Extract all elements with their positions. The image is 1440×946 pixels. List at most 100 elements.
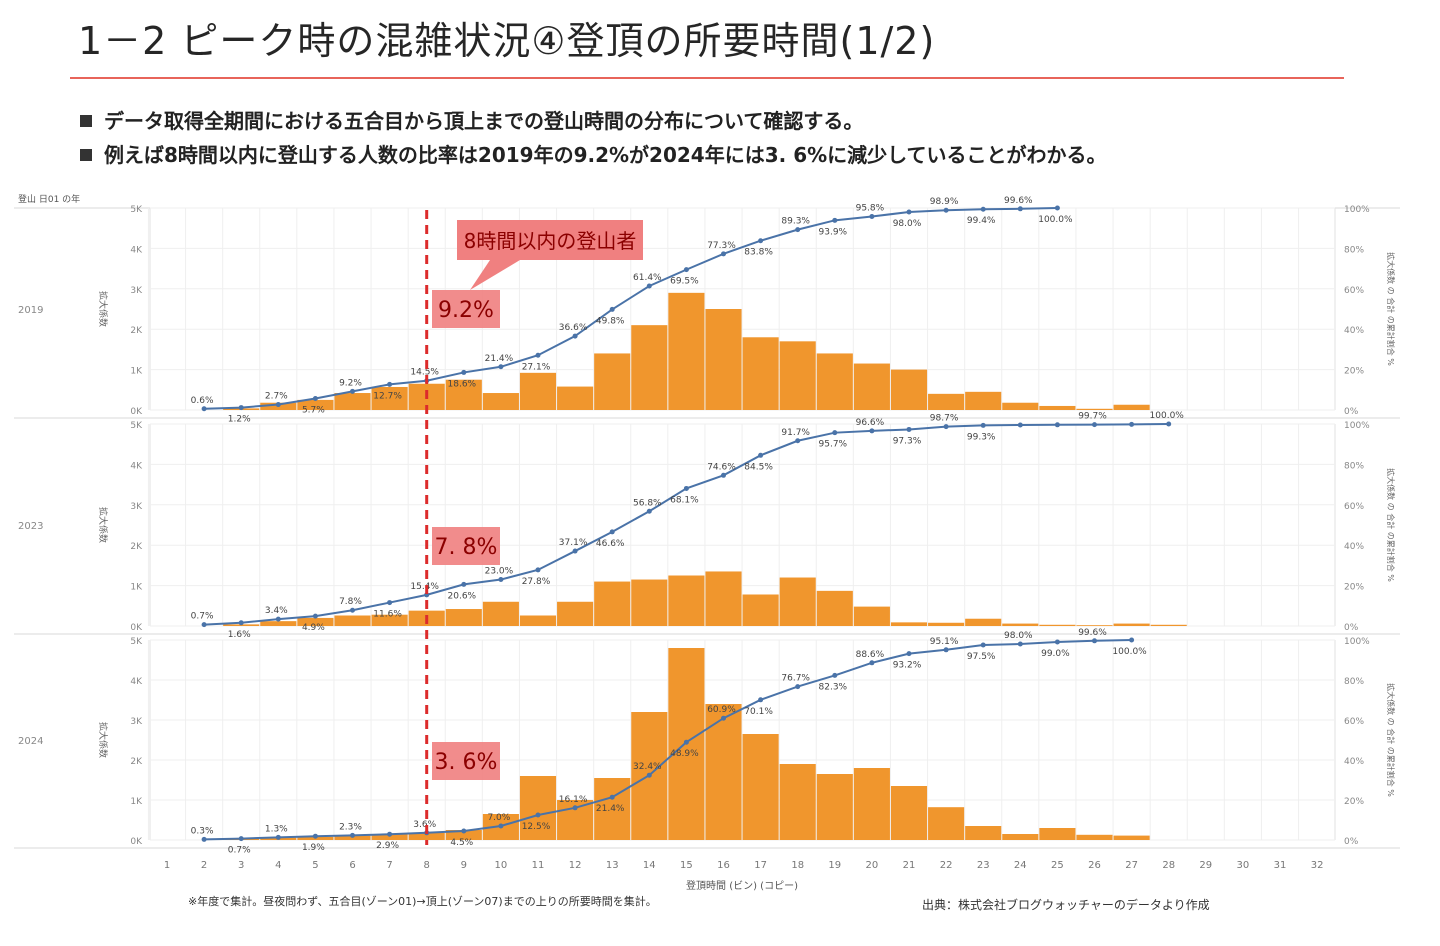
- histogram-bar: [557, 601, 594, 626]
- x-tick-label: 32: [1311, 860, 1324, 871]
- cumulative-point: [906, 651, 912, 657]
- cumulative-point-label: 95.1%: [930, 637, 959, 647]
- histogram-bar: [445, 609, 482, 626]
- cumulative-point: [461, 828, 467, 834]
- year-label: 2023: [18, 521, 43, 532]
- x-tick-label: 2: [201, 860, 207, 871]
- histogram-bar: [1002, 834, 1039, 840]
- histogram-bar: [260, 621, 297, 626]
- cumulative-point: [387, 381, 393, 387]
- right-tick-label: 20%: [1344, 583, 1364, 593]
- histogram-bar: [779, 341, 816, 410]
- right-tick-label: 80%: [1344, 677, 1364, 687]
- cumulative-point: [646, 508, 652, 514]
- cumulative-point-label: 97.3%: [893, 436, 922, 446]
- callout-pointer: [470, 260, 520, 290]
- cumulative-point: [758, 452, 764, 458]
- cumulative-point: [609, 306, 615, 312]
- cumulative-point: [572, 333, 578, 339]
- cumulative-point-label: 82.3%: [819, 682, 848, 692]
- x-tick-label: 20: [866, 860, 879, 871]
- cumulative-point: [609, 529, 615, 535]
- cumulative-point-label: 2.9%: [376, 841, 399, 851]
- cumulative-point: [795, 438, 801, 444]
- left-tick-label: 3K: [130, 717, 143, 727]
- left-tick-label: 0K: [130, 837, 143, 847]
- cumulative-point-label: 1.2%: [228, 415, 251, 425]
- cumulative-point-label: 4.5%: [450, 838, 473, 848]
- histogram-bar: [1039, 624, 1076, 626]
- cumulative-line: [204, 639, 1132, 841]
- cumulative-point: [312, 833, 318, 839]
- right-axis-title: 拡大係数 の 合計 の累計割合 %: [1386, 468, 1396, 582]
- cumulative-point: [1092, 422, 1097, 428]
- cumulative-point: [758, 238, 764, 244]
- histogram-bar: [482, 601, 519, 626]
- cumulative-point-label: 2.3%: [339, 822, 362, 832]
- cumulative-point-label: 12.5%: [522, 822, 551, 832]
- cumulative-point-label: 16.1%: [559, 795, 588, 805]
- cumulative-point-label: 88.6%: [856, 650, 885, 660]
- cumulative-point-label: 84.5%: [744, 462, 773, 472]
- page-title: 1－2 ピーク時の混雑状況④登頂の所要時間(1/2): [78, 19, 936, 63]
- histogram-bar: [1002, 623, 1039, 626]
- left-tick-label: 4K: [130, 677, 143, 687]
- cumulative-point: [535, 812, 541, 818]
- highlight-value: 9.2%: [438, 298, 494, 323]
- cumulative-point-label: 77.3%: [707, 241, 736, 251]
- x-axis-title: 登頂時間 (ビン) (コピー): [686, 879, 798, 892]
- right-tick-label: 0%: [1344, 623, 1359, 633]
- histogram-bar: [1113, 835, 1150, 840]
- x-tick-label: 5: [312, 860, 318, 871]
- histogram-bar: [705, 704, 742, 840]
- cumulative-point-label: 27.1%: [522, 362, 551, 372]
- x-tick-label: 30: [1237, 860, 1250, 871]
- histogram-bar: [816, 590, 853, 626]
- cumulative-point-label: 99.4%: [967, 216, 996, 226]
- cumulative-point-label: 9.2%: [339, 378, 362, 388]
- cumulative-point-label: 99.0%: [1041, 649, 1070, 659]
- histogram-bar: [1113, 404, 1150, 410]
- histogram-bar: [853, 768, 890, 840]
- left-tick-label: 2K: [130, 542, 143, 552]
- cumulative-point-label: 3.4%: [265, 606, 288, 616]
- cumulative-point-label: 1.9%: [302, 843, 325, 853]
- histogram-bar: [1113, 623, 1150, 626]
- cumulative-point-label: 99.3%: [967, 432, 996, 442]
- cumulative-point-label: 96.6%: [856, 418, 885, 428]
- cumulative-point-label: 23.0%: [485, 567, 514, 577]
- cumulative-point-label: 100.0%: [1112, 647, 1147, 657]
- cumulative-point: [869, 428, 875, 434]
- left-axis-title: 拡大係数: [97, 291, 109, 327]
- cumulative-point-label: 83.8%: [744, 248, 773, 258]
- cumulative-point: [498, 823, 504, 829]
- cumulative-point: [312, 613, 318, 619]
- cumulative-point-label: 0.6%: [191, 396, 214, 406]
- x-tick-label: 21: [903, 860, 916, 871]
- cumulative-point: [795, 684, 801, 690]
- right-tick-label: 100%: [1344, 637, 1370, 647]
- left-axis-title: 拡大係数: [97, 507, 109, 543]
- histogram-bar: [594, 778, 631, 840]
- histogram-bar: [482, 393, 519, 410]
- histogram-bar: [928, 393, 965, 410]
- x-tick-label: 24: [1014, 860, 1027, 871]
- highlight-value: 7. 8%: [435, 535, 498, 560]
- cumulative-point-label: 95.8%: [856, 203, 885, 213]
- highlight-box: [432, 290, 500, 328]
- cumulative-point: [1129, 421, 1135, 427]
- cumulative-point-label: 1.3%: [265, 824, 288, 834]
- right-tick-label: 40%: [1344, 757, 1364, 767]
- histogram-bar: [890, 786, 928, 840]
- highlight-box: [432, 527, 500, 565]
- cumulative-point-label: 2.7%: [265, 392, 288, 402]
- x-tick-label: 14: [643, 860, 656, 871]
- x-tick-label: 17: [754, 860, 767, 871]
- cumulative-point: [980, 422, 986, 428]
- histogram-bar: [705, 571, 742, 626]
- histogram-bar: [668, 292, 705, 410]
- cumulative-point: [832, 430, 838, 436]
- x-tick-label: 13: [606, 860, 619, 871]
- cumulative-point-label: 12.7%: [373, 391, 402, 401]
